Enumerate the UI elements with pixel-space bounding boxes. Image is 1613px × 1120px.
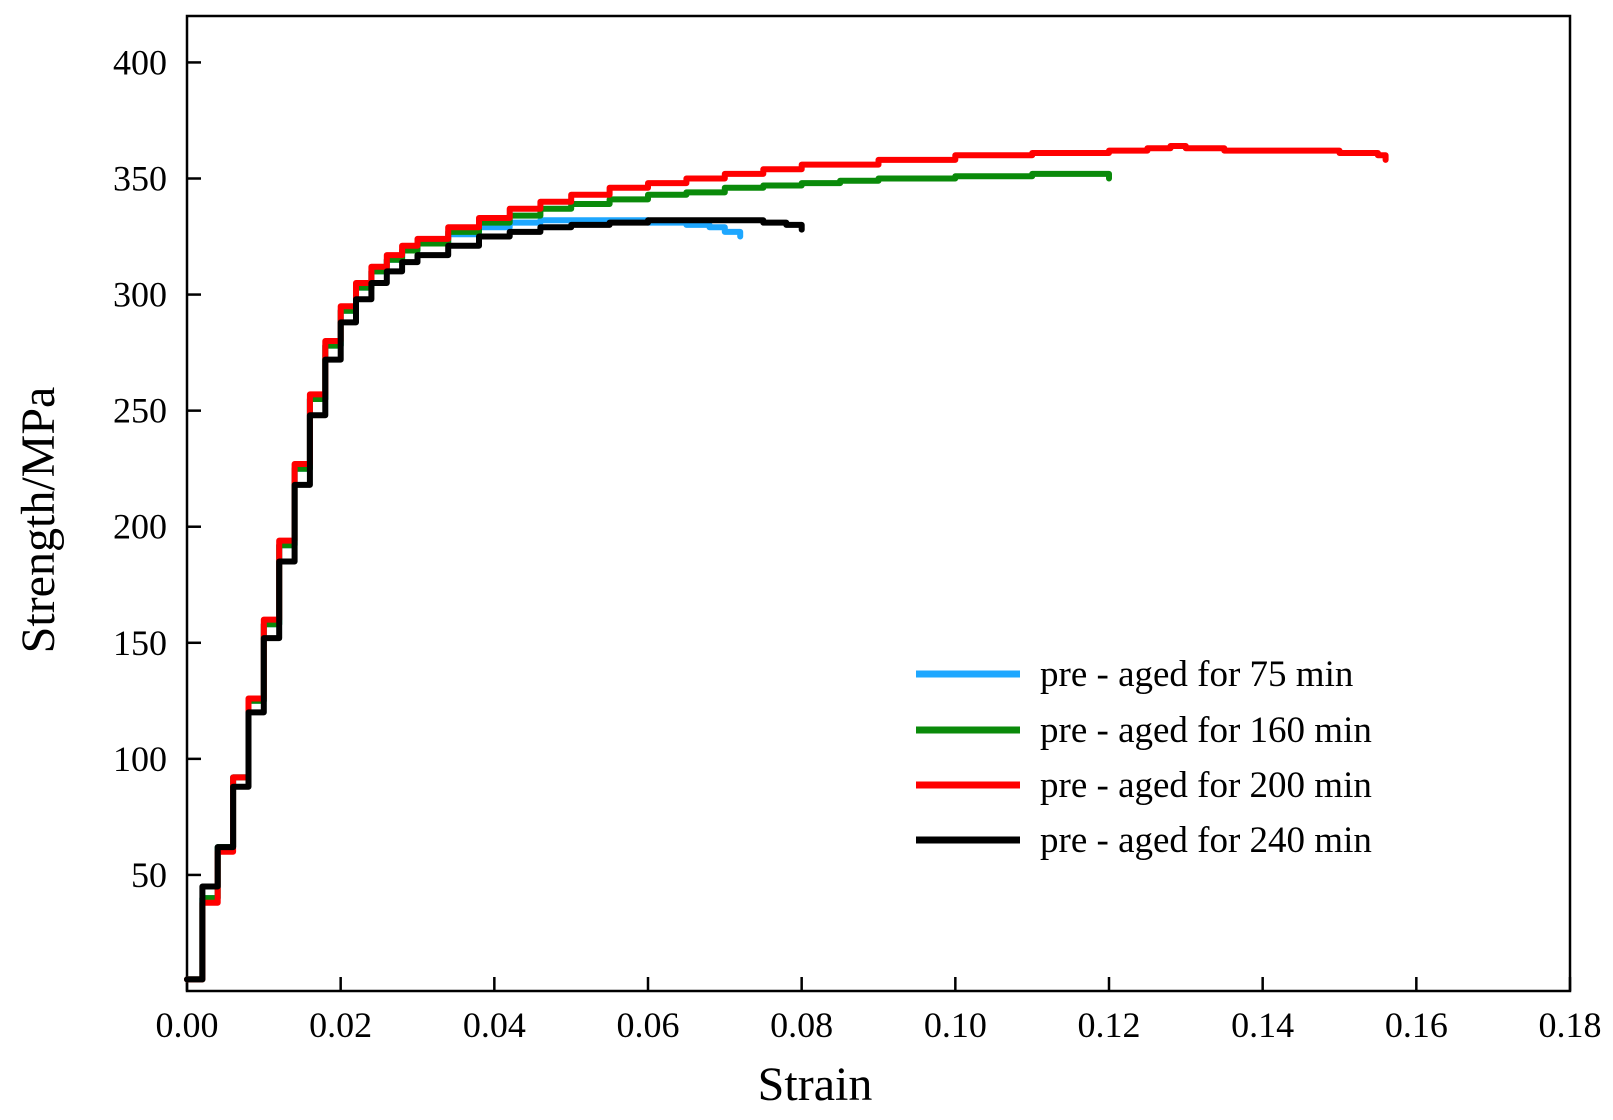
x-tick-label: 0.08 [770,1005,833,1045]
x-tick-label: 0.02 [309,1005,372,1045]
series-line-4 [184,217,805,983]
series-lines [184,143,1389,983]
y-tick-label: 50 [131,855,167,895]
y-axis-ticks: 50 100 150 200 250 300 350 400 [113,42,201,895]
x-tick-label: 0.14 [1231,1005,1294,1045]
y-tick-label: 100 [113,739,167,779]
x-axis-ticks: 0.00 0.02 0.04 0.06 0.08 0.10 0.12 0.14 0.16 0.18 [156,977,1602,1045]
y-tick-label: 200 [113,507,167,547]
x-tick-label: 0.06 [617,1005,680,1045]
y-tick-label: 300 [113,275,167,315]
y-axis-title: Strength/MPa [12,387,65,654]
x-tick-label: 0.10 [924,1005,987,1045]
series-line-3 [184,143,1389,983]
x-tick-label: 0.18 [1539,1005,1602,1045]
legend-label-4: pre - aged for 240 min [1040,820,1372,861]
y-tick-label: 400 [113,42,167,82]
legend-label-3: pre - aged for 200 min [1040,765,1372,806]
y-tick-label: 250 [113,391,167,431]
legend-label-2: pre - aged for 160 min [1040,710,1372,751]
legend: pre - aged for 75 min pre - aged for 160 … [916,654,1372,861]
x-tick-label: 0.16 [1385,1005,1448,1045]
x-axis-title: Strain [758,1058,873,1111]
x-tick-label: 0.12 [1078,1005,1141,1045]
y-tick-label: 350 [113,159,167,199]
y-tick-label: 150 [113,623,167,663]
x-tick-label: 0.04 [463,1005,526,1045]
legend-label-1: pre - aged for 75 min [1040,654,1353,695]
x-tick-label: 0.00 [156,1005,219,1045]
